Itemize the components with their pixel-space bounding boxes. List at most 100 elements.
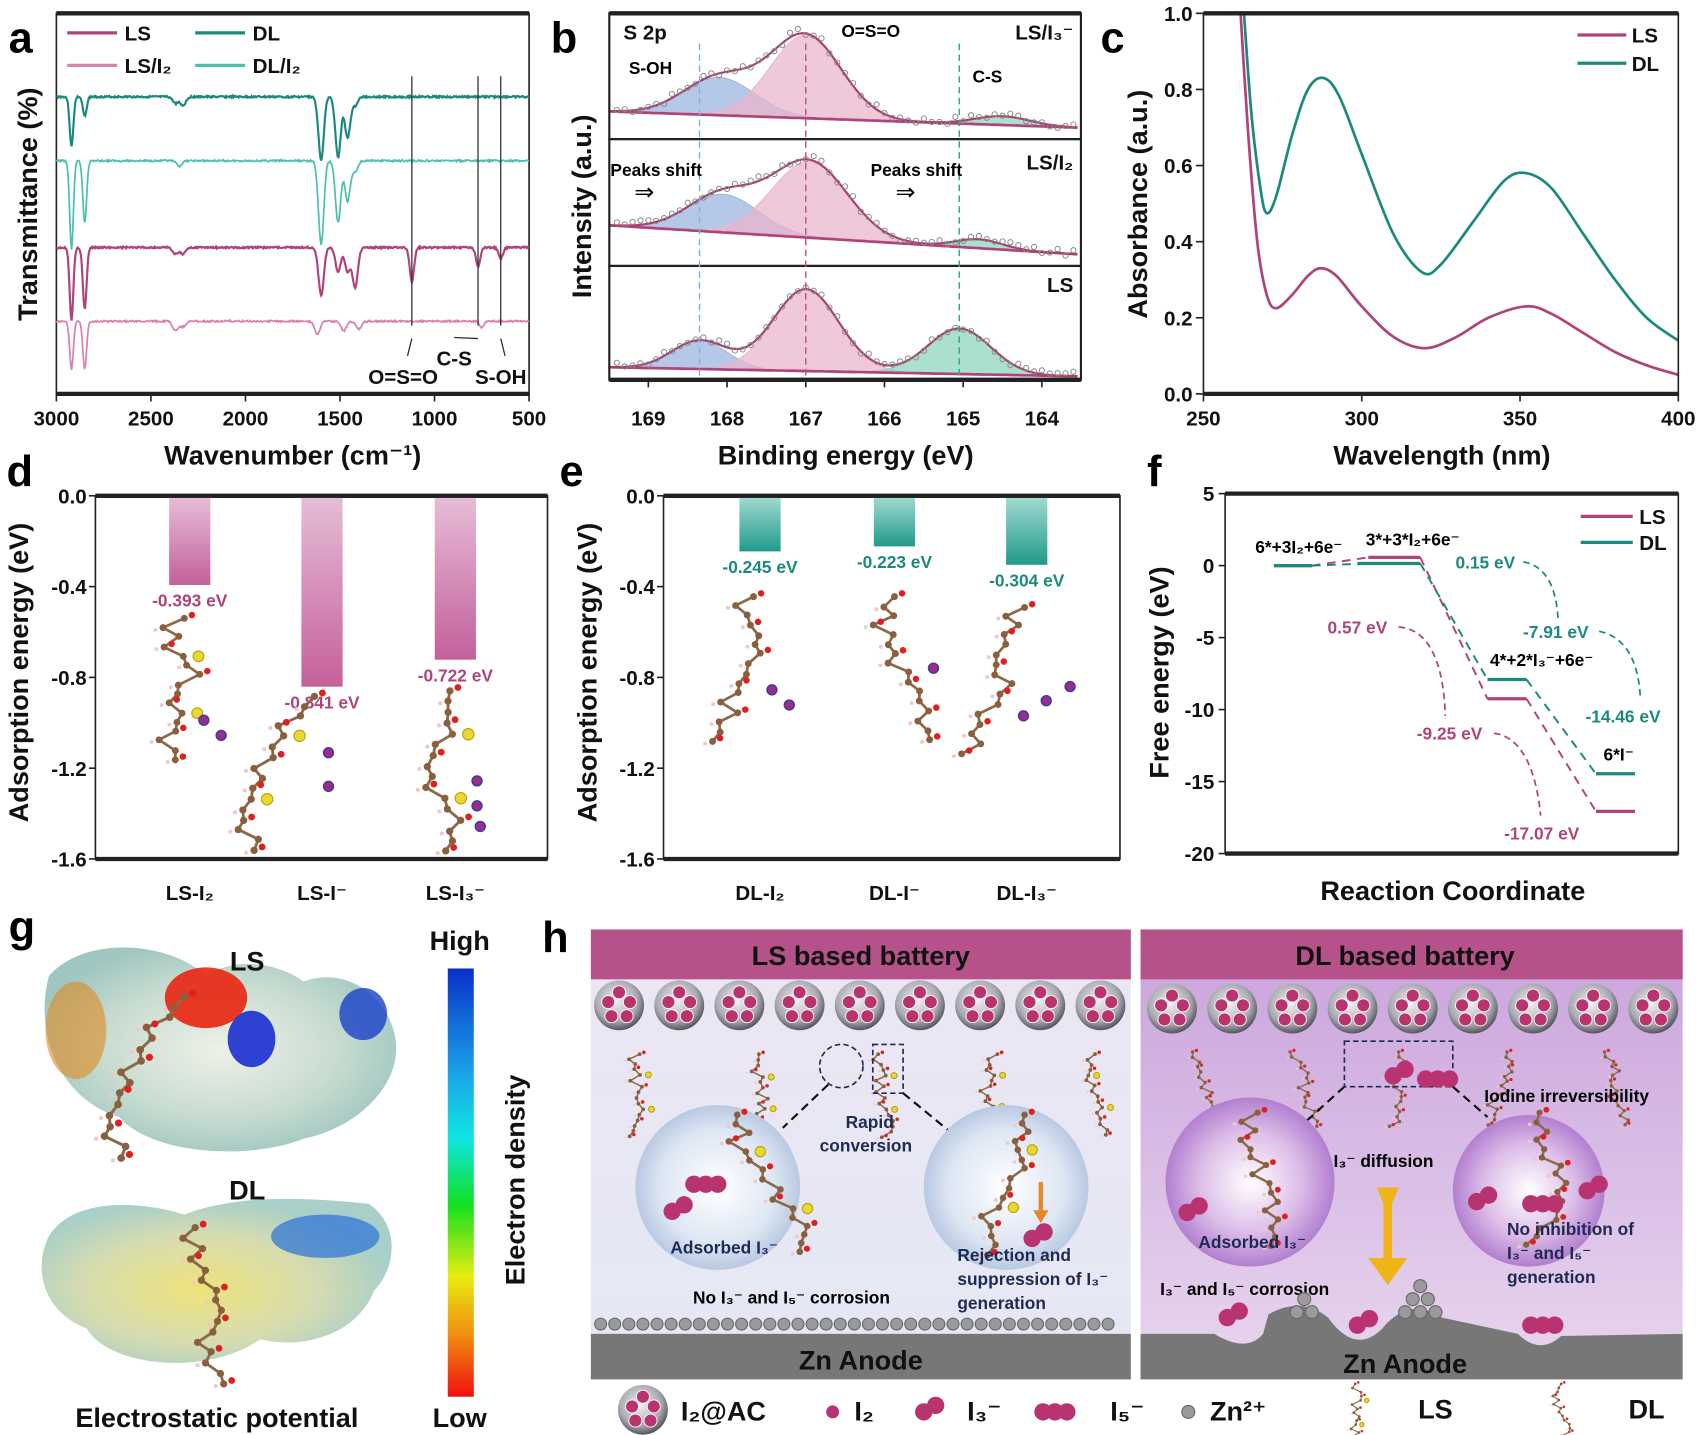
carbon-atom: [1252, 1127, 1259, 1134]
iodine-dot: [1416, 998, 1431, 1013]
carbon-atom: [1485, 1103, 1490, 1107]
carbon-atom: [457, 816, 465, 824]
annotation-label: O=S=O: [368, 366, 438, 389]
oxygen-atom: [1199, 1063, 1204, 1067]
carbon-atom: [422, 783, 430, 792]
oxygen-atom: [318, 689, 326, 697]
oxygen-atom: [173, 696, 181, 703]
oxygen-atom: [1359, 1406, 1362, 1409]
diffusion-arrow-icon: [1368, 1187, 1408, 1286]
carbon-atom: [999, 1194, 1007, 1202]
carbon-atom: [1553, 1216, 1560, 1223]
carbon-atom: [114, 1100, 122, 1109]
y-tick-label: -20: [1185, 843, 1215, 866]
carbon-atom: [958, 750, 966, 758]
carbon-atom: [1210, 1090, 1214, 1095]
highlight-circle: [818, 1043, 864, 1089]
data-point: [786, 29, 794, 36]
hydrogen-atom: [986, 655, 991, 660]
molecule-bond: [1289, 1051, 1319, 1127]
carbon-atom: [1399, 1095, 1404, 1099]
carbon-atom: [1015, 621, 1023, 629]
esp-positive-region: [339, 988, 388, 1041]
carbon-atom: [1615, 1089, 1619, 1093]
carbon-atom: [1355, 1419, 1359, 1423]
hydrogen-atom: [1620, 1124, 1623, 1127]
carbon-atom: [1359, 1390, 1363, 1394]
i2-at-ac-sphere: [1327, 983, 1378, 1034]
hydrogen-atom: [1262, 1246, 1267, 1250]
oxygen-atom: [1275, 1240, 1281, 1246]
carbon-atom: [216, 1369, 225, 1378]
hydrogen-atom: [187, 1342, 192, 1347]
oxygen-atom: [754, 1067, 758, 1072]
iodine-dot: [1093, 985, 1108, 1000]
oxygen-atom: [1400, 1048, 1405, 1052]
carbon-atom: [874, 1078, 878, 1083]
i2-at-ac-sphere: [1267, 983, 1318, 1034]
carbon-atom: [1084, 1078, 1089, 1083]
hydrogen-atom: [1527, 1122, 1532, 1127]
data-point: [700, 194, 707, 201]
iodine-dot: [1638, 1012, 1653, 1027]
data-point: [873, 358, 880, 365]
carbon-atom: [423, 762, 431, 771]
y-tick-label: 0.8: [1164, 79, 1193, 102]
oxygen-atom: [1007, 1191, 1014, 1198]
iodine-dot: [1277, 1012, 1292, 1027]
sulfur-atom: [801, 1202, 814, 1215]
zn-ion: [805, 1317, 819, 1331]
iodine-ball: [1546, 1316, 1564, 1334]
oxygen-atom: [1097, 1050, 1101, 1055]
carbon-atom: [1288, 1050, 1292, 1054]
hydrogen-atom: [972, 1216, 977, 1221]
iodine-dot: [965, 1009, 980, 1024]
carbon-atom: [250, 764, 258, 773]
carbon-atom: [1353, 1382, 1357, 1386]
carbon-atom: [889, 631, 897, 639]
carbon-atom: [1492, 1112, 1497, 1117]
carbon-atom: [889, 1129, 894, 1134]
x-tick-label: 250: [1186, 407, 1220, 430]
data-point: [849, 80, 857, 87]
hydrogen-atom: [205, 1300, 210, 1305]
x-tick-label: 169: [631, 407, 665, 430]
carbon-atom: [743, 611, 751, 619]
hydrogen-atom: [1296, 1067, 1299, 1070]
iodine-dot: [803, 995, 818, 1010]
panel-label-b: b: [551, 14, 578, 62]
esp-positive-region: [271, 1214, 380, 1258]
hydrogen-atom: [1352, 1420, 1355, 1423]
zn-anode-label: Zn Anode: [799, 1345, 923, 1376]
carbon-atom: [239, 816, 248, 825]
iodine-dot: [1345, 988, 1360, 1003]
iodine-dot: [1533, 1012, 1548, 1027]
iodine-dot: [852, 985, 867, 1000]
iodine-dot: [1405, 988, 1420, 1003]
data-point: [708, 189, 715, 196]
carbon-atom: [638, 1072, 642, 1077]
y-tick-label: -0.4: [619, 576, 655, 599]
data-point: [889, 232, 896, 239]
carbon-atom: [105, 1111, 114, 1120]
data-point: [1070, 247, 1077, 254]
zn-ion: [847, 1317, 861, 1331]
rapid-conversion-label: conversion: [820, 1136, 912, 1156]
molecule-structure: [863, 590, 941, 744]
i2-at-ac-sphere: [1447, 983, 1498, 1034]
hydrogen-atom: [980, 1101, 983, 1104]
carbon-atom: [220, 1380, 228, 1388]
iodine-dot: [635, 1389, 650, 1404]
schematic-legend: I₂@AC I₂ I₃⁻ I₅⁻ Zn²⁺ LS DL: [617, 1381, 1665, 1435]
data-point: [1007, 239, 1014, 246]
carbon-atom: [995, 1204, 1003, 1211]
data-point: [621, 221, 628, 228]
carbon-atom: [803, 1222, 811, 1230]
carbon-atom: [1021, 603, 1029, 611]
molecule-bond: [872, 1053, 894, 1138]
oxygen-atom: [1509, 1077, 1513, 1082]
carbon-atom: [1299, 1065, 1303, 1070]
oxygen-atom: [742, 706, 749, 713]
carbon-atom: [914, 717, 922, 725]
carbon-atom: [1089, 1089, 1094, 1093]
